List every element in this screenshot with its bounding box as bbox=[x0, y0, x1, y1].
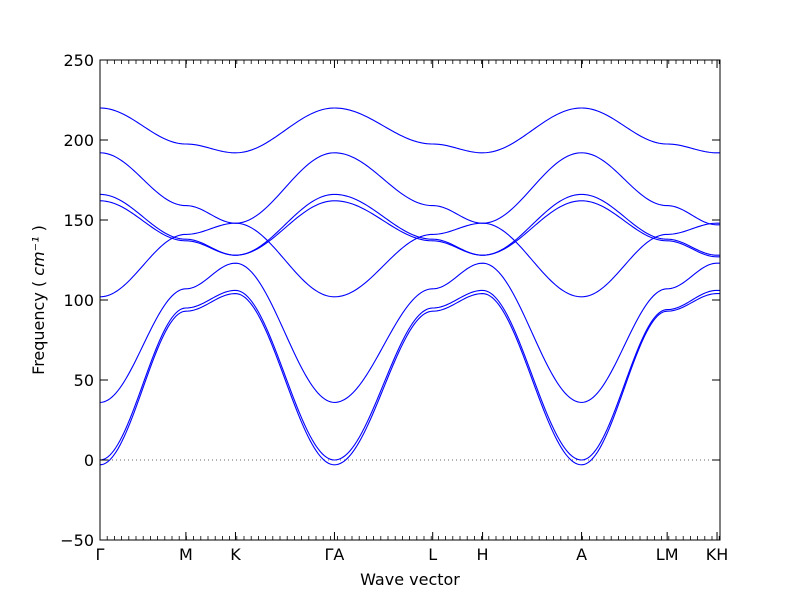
band-line bbox=[581, 262, 720, 403]
x-tick-label: M bbox=[179, 545, 193, 564]
band-line bbox=[581, 293, 720, 466]
band-line bbox=[99, 289, 335, 461]
y-tick-label: 100 bbox=[63, 291, 94, 310]
band-line bbox=[581, 200, 720, 258]
y-axis-label-close-paren: ) bbox=[29, 225, 48, 231]
band-curves bbox=[99, 107, 720, 466]
band-line bbox=[99, 193, 335, 256]
plot-frame bbox=[99, 59, 721, 541]
x-axis-label: Wave vector bbox=[360, 570, 460, 589]
band-line bbox=[334, 152, 582, 224]
band-line bbox=[334, 107, 582, 154]
band-line bbox=[334, 222, 582, 298]
y-tick-label: 150 bbox=[63, 211, 94, 230]
x-tick-label: L bbox=[428, 545, 437, 564]
y-axis-label-open-paren: ( bbox=[29, 281, 48, 287]
y-axis-label-unit: cm⁻¹ bbox=[29, 237, 48, 276]
x-tick-label: K bbox=[230, 545, 241, 564]
band-line bbox=[581, 222, 720, 298]
y-tick-label: 200 bbox=[63, 131, 94, 150]
band-line bbox=[334, 193, 582, 256]
x-tick-label: KH bbox=[706, 545, 729, 564]
x-tick-label: Γ bbox=[96, 545, 105, 564]
band-line bbox=[99, 222, 335, 298]
band-line bbox=[334, 200, 582, 256]
band-line bbox=[99, 200, 335, 256]
x-tick-label: H bbox=[477, 545, 489, 564]
minor-ticks bbox=[99, 60, 720, 540]
x-tick-label: LM bbox=[656, 545, 679, 564]
x-tick-label: ΓA bbox=[325, 545, 345, 564]
band-line bbox=[334, 293, 582, 466]
band-line bbox=[581, 193, 720, 256]
band-line bbox=[581, 107, 720, 154]
band-line bbox=[334, 289, 582, 461]
y-axis-label-text: Frequency bbox=[29, 292, 48, 375]
band-line bbox=[581, 289, 720, 461]
y-axis-label: Frequency ( cm⁻¹ ) bbox=[29, 225, 48, 375]
y-tick-label: 0 bbox=[84, 451, 94, 470]
band-line bbox=[581, 152, 720, 226]
band-line bbox=[99, 107, 335, 154]
band-line bbox=[99, 293, 335, 466]
band-line bbox=[99, 262, 335, 403]
x-tick-label: A bbox=[576, 545, 587, 564]
y-tick-label: 250 bbox=[63, 51, 94, 70]
y-tick-label: 50 bbox=[74, 371, 94, 390]
band-line bbox=[334, 262, 582, 403]
y-tick-label: −50 bbox=[60, 531, 94, 550]
band-line bbox=[99, 152, 335, 224]
